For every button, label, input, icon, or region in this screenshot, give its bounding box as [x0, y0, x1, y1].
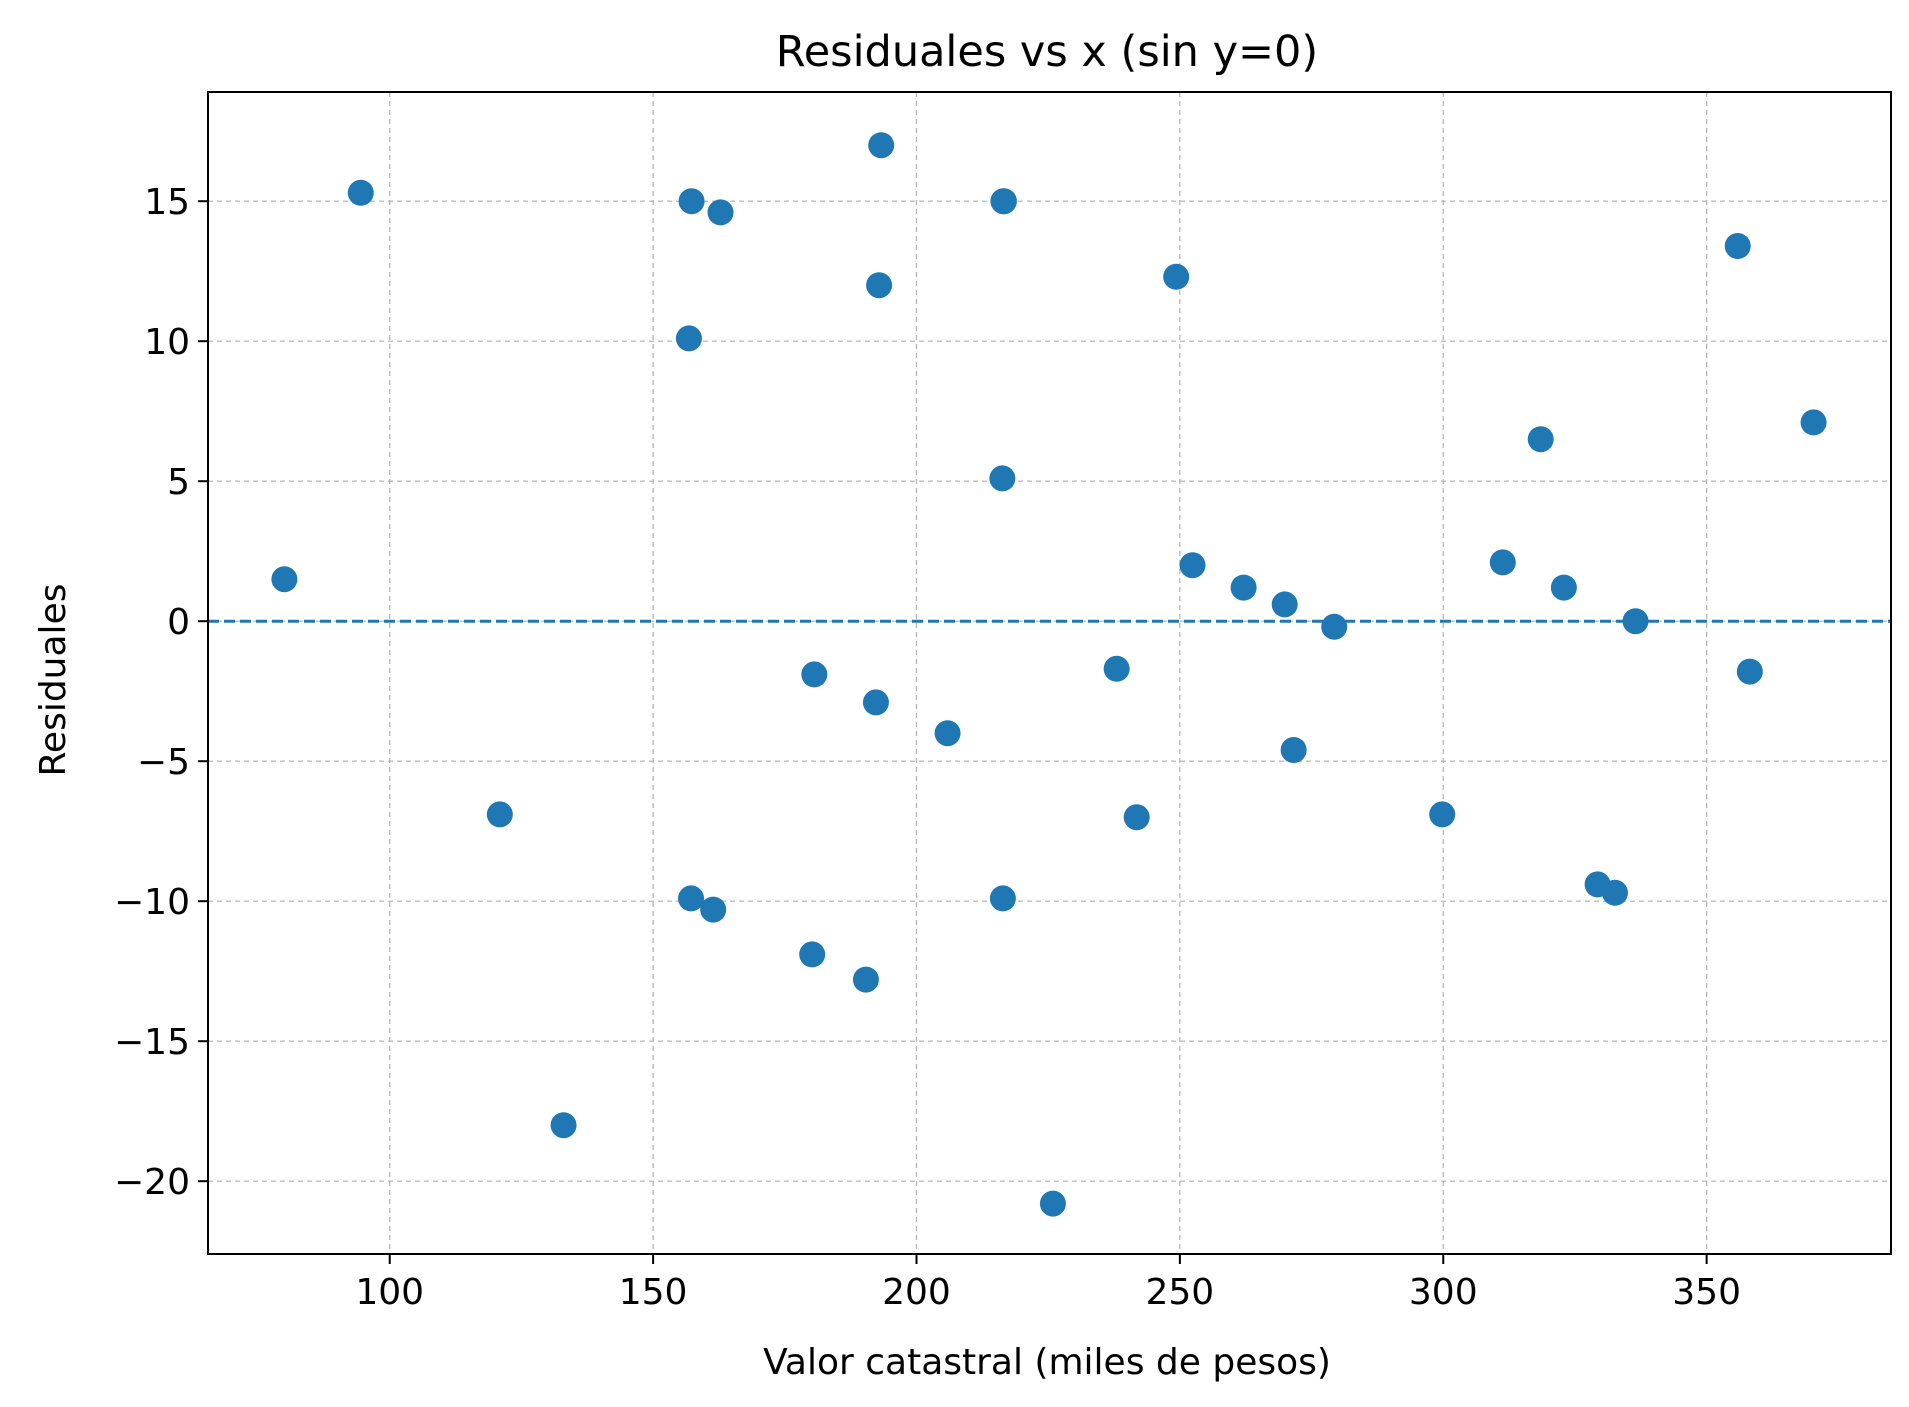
data-point [1179, 552, 1206, 579]
y-tick-label: −10 [114, 882, 190, 923]
chart-title: Residuales vs x (sin y=0) [776, 27, 1318, 77]
y-tick-label: −5 [137, 742, 190, 783]
data-point [1321, 613, 1348, 640]
data-point [1622, 608, 1649, 635]
data-point [852, 966, 879, 993]
data-point [1601, 879, 1628, 906]
y-tick-label: 0 [167, 602, 190, 643]
y-tick-label: −20 [114, 1162, 190, 1203]
x-tick-label: 300 [1409, 1272, 1478, 1313]
data-point [700, 896, 727, 923]
x-axis-label: Valor catastral (miles de pesos) [763, 1342, 1331, 1383]
data-point [989, 465, 1016, 492]
y-tick-label: 15 [144, 182, 190, 223]
data-point [934, 720, 961, 747]
x-tick-label: 350 [1672, 1272, 1741, 1313]
x-tick-label: 100 [355, 1272, 424, 1313]
data-points [271, 132, 1827, 1217]
data-point [486, 801, 513, 828]
y-axis-ticks: 15 10 5 0 −5 −10 −15 −20 [114, 182, 208, 1203]
data-point [989, 885, 1016, 912]
data-point [990, 188, 1017, 215]
data-point [707, 199, 734, 226]
y-tick-label: 10 [144, 322, 190, 363]
x-tick-label: 150 [619, 1272, 688, 1313]
data-point [1123, 804, 1150, 831]
plot-area-frame [207, 91, 1892, 1255]
data-point [1527, 426, 1554, 453]
data-point [866, 272, 893, 299]
data-point [678, 188, 705, 215]
data-point [868, 132, 895, 159]
x-tick-label: 250 [1146, 1272, 1215, 1313]
data-point [1550, 574, 1577, 601]
data-point [271, 566, 298, 593]
data-point [1163, 263, 1190, 290]
y-tick-label: 5 [167, 462, 190, 503]
data-point [1039, 1190, 1066, 1217]
data-point [1724, 233, 1751, 259]
x-tick-label: 200 [882, 1272, 951, 1313]
data-point [862, 689, 889, 716]
data-point [1103, 655, 1130, 682]
data-point [801, 661, 828, 688]
data-point [678, 885, 705, 912]
x-axis-ticks: 100 150 200 250 300 350 [355, 1254, 1741, 1313]
data-point [1736, 658, 1763, 685]
y-tick-label: −15 [114, 1022, 190, 1063]
data-point [550, 1112, 577, 1139]
data-point [1800, 409, 1827, 436]
data-point [1230, 574, 1257, 601]
data-point [1489, 549, 1516, 576]
data-point [1429, 801, 1456, 828]
data-point [675, 325, 702, 352]
data-point [347, 179, 374, 206]
y-axis-label: Residuales [33, 584, 74, 777]
data-point [1280, 737, 1307, 763]
data-point [1271, 591, 1298, 618]
data-point [799, 941, 826, 968]
